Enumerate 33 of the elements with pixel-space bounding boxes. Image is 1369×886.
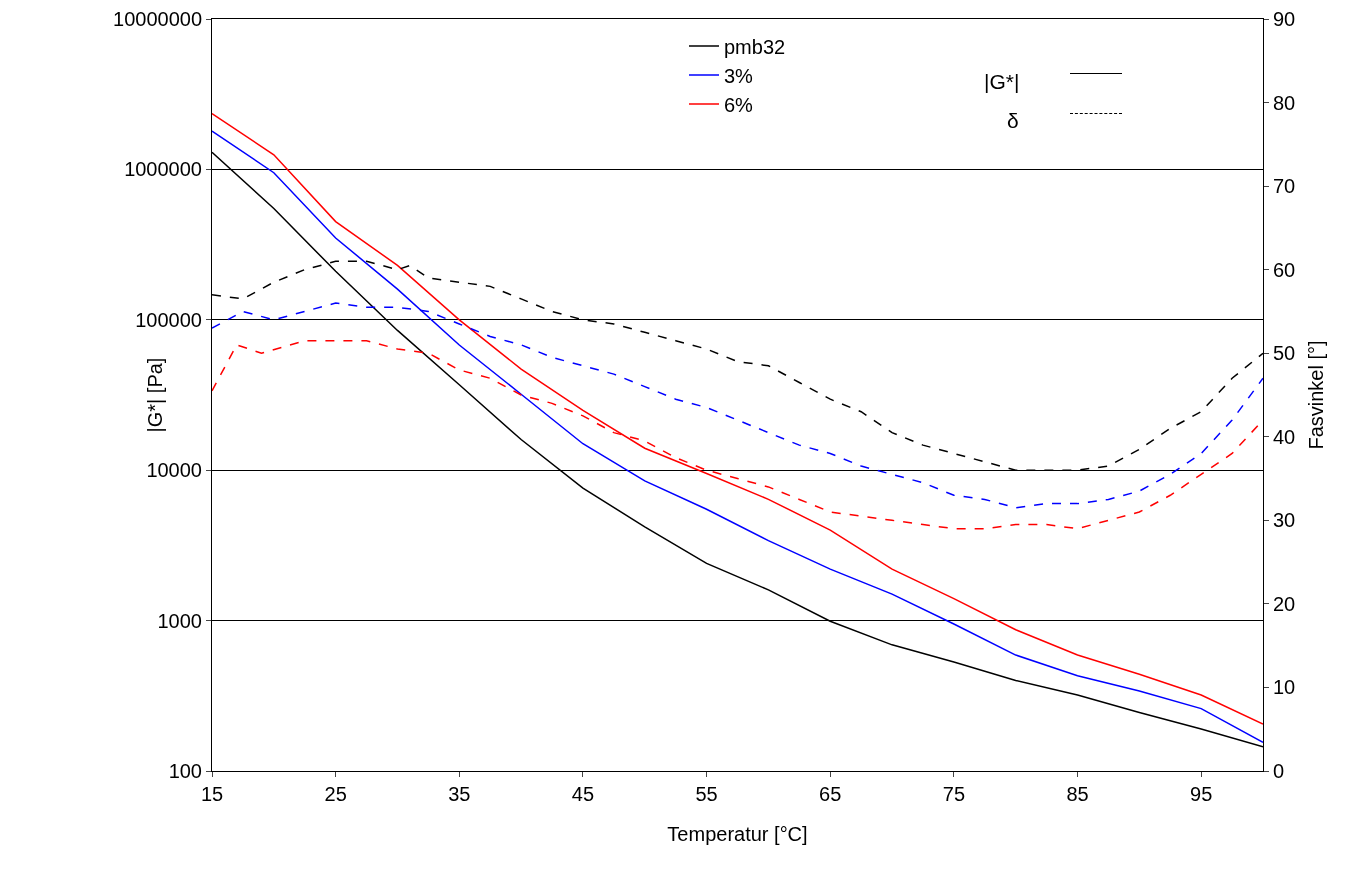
x-tick-label: 45 — [571, 783, 595, 805]
annotation: δ — [1007, 109, 1019, 132]
y2-tick-label: 20 — [1273, 592, 1296, 615]
y-tick-label: 1000 — [157, 609, 202, 632]
y-axis-title: |G*| [Pa] — [144, 357, 166, 433]
x-axis-title: Temperatur [°C] — [667, 823, 808, 845]
y2-tick-label: 70 — [1273, 175, 1296, 198]
y-tick-label: 10000 — [146, 459, 202, 482]
x-tick-label: 65 — [819, 783, 842, 805]
legend-label: 3% — [724, 64, 754, 87]
x-tick-label: 35 — [448, 783, 471, 805]
y2-tick-label: 50 — [1273, 342, 1296, 365]
legend-label: pmb32 — [724, 35, 786, 58]
annotation: |G*| — [984, 70, 1020, 93]
y2-tick-label: 60 — [1273, 258, 1296, 281]
x-tick-label: 75 — [942, 783, 966, 805]
legend-label: 6% — [724, 93, 754, 116]
y-tick-label: 100 — [168, 760, 202, 782]
x-tick-label: 95 — [1190, 783, 1213, 805]
y2-axis-title: Fasvinkel [°] — [1305, 340, 1327, 450]
y2-tick-label: 30 — [1273, 509, 1296, 532]
y2-tick-label: 40 — [1273, 425, 1296, 448]
x-tick-label: 85 — [1066, 783, 1089, 805]
x-tick-label: 55 — [695, 783, 718, 805]
y2-tick-label: 90 — [1273, 8, 1296, 30]
y-tick-label: 10000000 — [113, 8, 202, 30]
y2-tick-label: 10 — [1273, 676, 1296, 699]
y-tick-label: 100000 — [135, 308, 202, 331]
y-tick-label: 1000000 — [124, 158, 202, 181]
y2-tick-label: 0 — [1273, 760, 1285, 782]
x-tick-label: 15 — [200, 783, 224, 805]
y2-tick-label: 80 — [1273, 91, 1296, 114]
x-tick-label: 25 — [324, 783, 347, 805]
